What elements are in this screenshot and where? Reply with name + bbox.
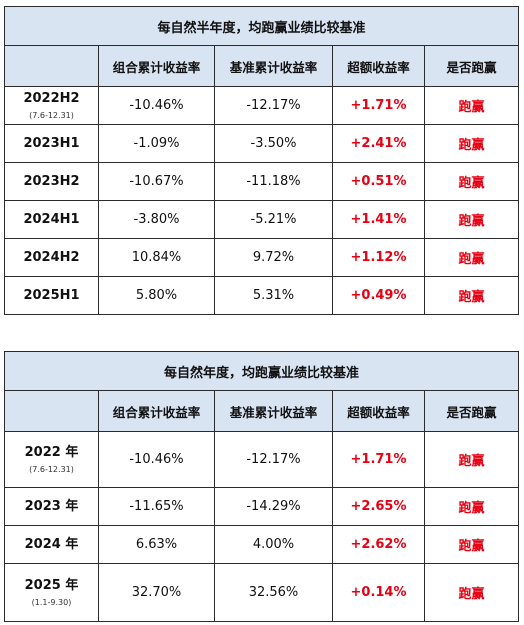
period-label: 2022 年 [24,444,79,460]
period-cell: 2024H1 [4,200,99,239]
outperform-cell: 跑赢 [423,200,520,239]
full-year-performance-table: 每自然年度，均跑赢业绩比较基准 组合累计收益率 基准累计收益率 超额收益率 是否… [4,351,519,622]
excess-return-cell: +1.12% [332,238,425,277]
table-row: 2023H2 -10.67% -11.18% +0.51% 跑赢 [4,162,520,201]
period-cell: 2025H1 [4,276,99,315]
period-cell: 2024H2 [4,238,99,277]
header-benchmark-return: 基准累计收益率 [214,45,333,87]
table-row: 2023 年 -11.65% -14.29% +2.65% 跑赢 [4,487,519,526]
portfolio-return-cell: -10.46% [98,431,215,488]
period-cell: 2022 年 (7.6-12.31) [4,431,99,488]
outperform-cell: 跑赢 [424,487,519,526]
period-cell: 2023 年 [4,487,99,526]
outperform-cell: 跑赢 [423,86,520,125]
excess-return-cell: +2.65% [332,487,425,526]
period-cell: 2023H2 [4,162,99,201]
outperform-cell: 跑赢 [423,238,520,277]
portfolio-return-cell: 5.80% [98,276,215,315]
header-period [4,45,99,87]
excess-return-cell: +0.49% [332,276,425,315]
benchmark-return-cell: -12.17% [214,431,333,488]
excess-return-cell: +0.51% [332,162,425,201]
portfolio-return-cell: 10.84% [98,238,215,277]
table-title-row: 每自然年度，均跑赢业绩比较基准 [4,351,519,391]
outperform-cell: 跑赢 [423,124,520,163]
table-row: 2022 年 (7.6-12.31) -10.46% -12.17% +1.71… [4,431,519,488]
table-row: 2022H2 (7.6-12.31) -10.46% -12.17% +1.71… [4,86,520,125]
period-sublabel: (7.6-12.31) [29,110,74,120]
period-label: 2022H2 [23,90,80,106]
benchmark-return-cell: 9.72% [214,238,333,277]
excess-return-cell: +1.71% [332,86,425,125]
excess-return-cell: +2.62% [332,525,425,564]
header-excess-return: 超额收益率 [332,45,425,87]
benchmark-return-cell: -5.21% [214,200,333,239]
period-sublabel: (1.1-9.30) [31,597,72,607]
half-year-performance-table: 每自然半年度，均跑赢业绩比较基准 组合累计收益率 基准累计收益率 超额收益率 是… [3,6,520,315]
outperform-cell: 跑赢 [424,563,519,622]
benchmark-return-cell: -12.17% [214,86,333,125]
table-header-row: 组合累计收益率 基准累计收益率 超额收益率 是否跑赢 [4,45,520,87]
table-row: 2024 年 6.63% 4.00% +2.62% 跑赢 [4,525,519,564]
period-sublabel: (7.6-12.31) [29,464,74,474]
header-benchmark-return: 基准累计收益率 [214,390,333,432]
benchmark-return-cell: -14.29% [214,487,333,526]
portfolio-return-cell: -10.67% [98,162,215,201]
header-excess-return: 超额收益率 [332,390,425,432]
excess-return-cell: +2.41% [332,124,425,163]
period-cell: 2023H1 [4,124,99,163]
header-outperform: 是否跑赢 [424,390,519,432]
outperform-cell: 跑赢 [423,162,520,201]
portfolio-return-cell: -1.09% [98,124,215,163]
header-portfolio-return: 组合累计收益率 [98,45,215,87]
portfolio-return-cell: -11.65% [98,487,215,526]
portfolio-return-cell: 6.63% [98,525,215,564]
period-cell: 2025 年 (1.1-9.30) [4,563,99,622]
outperform-cell: 跑赢 [423,276,520,315]
table-title-row: 每自然半年度，均跑赢业绩比较基准 [3,6,520,46]
excess-return-cell: +1.41% [332,200,425,239]
table-row: 2024H1 -3.80% -5.21% +1.41% 跑赢 [4,200,520,239]
header-outperform: 是否跑赢 [423,45,520,87]
benchmark-return-cell: 32.56% [214,563,333,622]
outperform-cell: 跑赢 [424,431,519,488]
excess-return-cell: +1.71% [332,431,425,488]
excess-return-cell: +0.14% [332,563,425,622]
benchmark-return-cell: -11.18% [214,162,333,201]
table-header-row: 组合累计收益率 基准累计收益率 超额收益率 是否跑赢 [4,390,519,432]
table-title: 每自然半年度，均跑赢业绩比较基准 [3,6,520,46]
table-title: 每自然年度，均跑赢业绩比较基准 [4,351,519,391]
header-period [4,390,99,432]
portfolio-return-cell: -3.80% [98,200,215,239]
period-cell: 2024 年 [4,525,99,564]
period-label: 2025 年 [24,577,79,593]
portfolio-return-cell: 32.70% [98,563,215,622]
table-row: 2025H1 5.80% 5.31% +0.49% 跑赢 [4,276,520,315]
table-row: 2024H2 10.84% 9.72% +1.12% 跑赢 [4,238,520,277]
benchmark-return-cell: -3.50% [214,124,333,163]
benchmark-return-cell: 5.31% [214,276,333,315]
benchmark-return-cell: 4.00% [214,525,333,564]
table-row: 2023H1 -1.09% -3.50% +2.41% 跑赢 [4,124,520,163]
portfolio-return-cell: -10.46% [98,86,215,125]
outperform-cell: 跑赢 [424,525,519,564]
table-row: 2025 年 (1.1-9.30) 32.70% 32.56% +0.14% 跑… [4,563,519,622]
period-cell: 2022H2 (7.6-12.31) [4,86,99,125]
header-portfolio-return: 组合累计收益率 [98,390,215,432]
